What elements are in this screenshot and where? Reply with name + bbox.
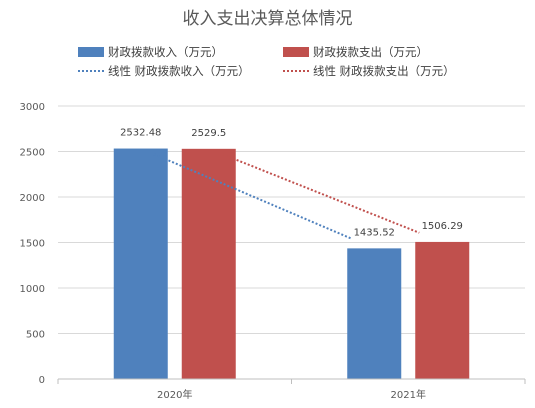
bar <box>113 148 168 379</box>
trendlines <box>153 153 420 240</box>
chart-title: 收入支出决算总体情况 <box>183 9 353 29</box>
y-tick-label: 500 <box>26 330 45 341</box>
y-tick-label: 2000 <box>20 193 45 204</box>
bar <box>181 148 236 379</box>
x-axis: 2020年 2021年 <box>57 378 526 401</box>
y-tick-label: 1000 <box>20 284 45 295</box>
y-axis: 0 500 1000 1500 2000 2500 3000 <box>20 102 45 386</box>
data-labels: 2532.48 1435.52 2529.5 1506.29 <box>120 128 463 239</box>
legend-label: 财政拨款收入（万元） <box>108 45 223 59</box>
legend-label: 线性 财政拨款支出（万元） <box>313 64 455 78</box>
data-label: 1506.29 <box>422 221 463 232</box>
bar <box>415 241 470 379</box>
data-label: 1435.52 <box>354 227 395 238</box>
bars <box>113 148 470 379</box>
legend: 财政拨款收入（万元） 财政拨款支出（万元） 线性 财政拨款收入（万元） 线性 财政拨款… <box>78 45 455 78</box>
x-tick-label: 2021年 <box>391 388 426 401</box>
x-tick-label: 2020年 <box>157 388 192 401</box>
trendline <box>221 153 420 234</box>
legend-swatch <box>283 47 309 57</box>
y-tick-label: 2500 <box>20 148 45 159</box>
y-tick-label: 3000 <box>20 102 45 113</box>
bar <box>347 248 402 379</box>
legend-label: 线性 财政拨款收入（万元） <box>108 64 250 78</box>
y-tick-label: 0 <box>39 375 45 386</box>
legend-label: 财政拨款支出（万元） <box>313 45 428 59</box>
data-label: 2529.5 <box>191 128 226 139</box>
legend-swatch <box>78 47 104 57</box>
y-tick-label: 1500 <box>20 239 45 250</box>
data-label: 2532.48 <box>120 128 161 139</box>
